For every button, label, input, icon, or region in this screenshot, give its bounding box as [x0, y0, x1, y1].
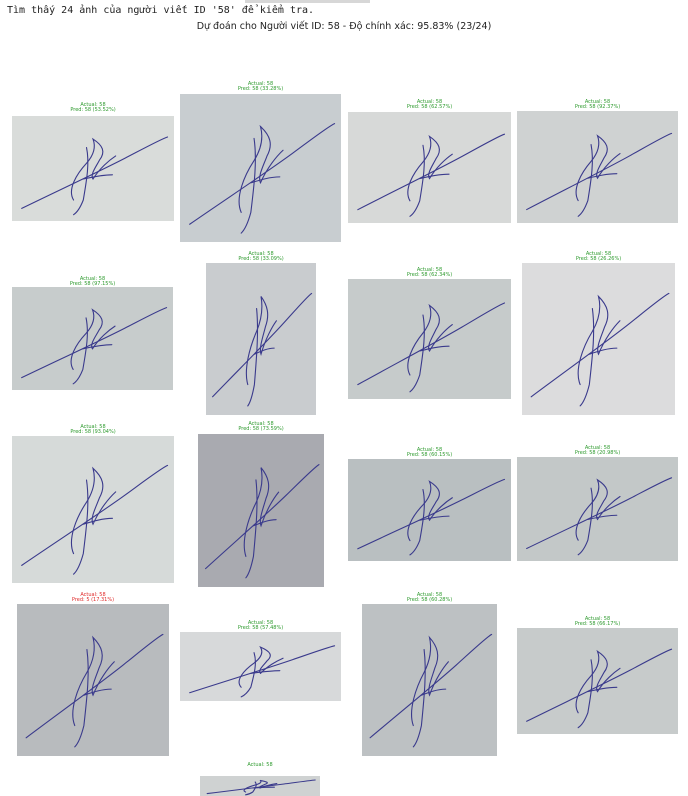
signature-stroke	[12, 287, 173, 390]
signature-stroke	[348, 459, 511, 561]
signature-image	[517, 111, 678, 223]
signature-image	[198, 434, 324, 587]
signature-cell: Actual: 58	[200, 762, 320, 796]
signature-cell: Actual: 58 Pred: 5 (17.31%)	[17, 592, 169, 756]
signature-cell: Actual: 58 Pred: 58 (33.28%)	[180, 81, 341, 242]
actual-label: Actual: 58	[584, 99, 611, 105]
actual-label: Actual: 58	[584, 445, 611, 451]
signature-stroke	[200, 776, 320, 796]
signature-stroke	[517, 111, 678, 223]
actual-label: Actual: 58	[79, 276, 106, 282]
console-output: Tìm thấy 24 ảnh của người viết ID '58' đ…	[7, 5, 315, 16]
signature-cell: Actual: 58 Pred: 58 (62.34%)	[348, 267, 511, 399]
signature-stroke	[348, 279, 511, 399]
signature-stroke	[348, 112, 511, 223]
signature-cell: Actual: 58 Pred: 58 (33.09%)	[206, 251, 316, 415]
signature-stroke	[362, 604, 497, 756]
signature-image	[12, 116, 174, 221]
signature-stroke	[12, 436, 174, 583]
signature-image	[200, 776, 320, 796]
prediction-label: Pred: 58 (97.15%)	[69, 281, 116, 287]
signature-image	[517, 628, 678, 734]
signature-cell: Actual: 58 Pred: 58 (62.57%)	[348, 99, 511, 223]
actual-label: Actual: 58	[248, 421, 274, 427]
actual-label: Actual: 58	[416, 267, 443, 273]
signature-cell: Actual: 58 Pred: 58 (53.52%)	[12, 102, 174, 221]
prediction-label: Pred: 58 (62.57%)	[406, 104, 453, 110]
signature-image	[348, 279, 511, 399]
prediction-label: Pred: 58 (33.28%)	[237, 86, 284, 92]
signature-cell: Actual: 58 Pred: 58 (73.59%)	[198, 421, 324, 587]
signature-stroke	[198, 434, 324, 587]
prediction-label: Pred: 58 (33.09%)	[238, 256, 284, 262]
actual-label: Actual: 58	[416, 592, 443, 598]
prediction-label: Pred: 58 (60.28%)	[406, 597, 453, 603]
prediction-label: Pred: 58 (92.37%)	[574, 104, 621, 110]
signature-image	[517, 457, 678, 561]
signature-stroke	[17, 604, 169, 756]
actual-label: Actual: 58	[416, 99, 443, 105]
actual-label: Actual: 58	[248, 251, 274, 257]
signature-image	[17, 604, 169, 756]
actual-label: Actual: 58	[247, 620, 274, 626]
signature-image	[180, 94, 341, 242]
signature-stroke	[517, 457, 678, 561]
signature-cell: Actual: 58 Pred: 58 (20.98%)	[517, 445, 678, 561]
actual-label: Actual: 58	[80, 592, 106, 598]
figure-title: Dự đoán cho Người viết ID: 58 - Độ chính…	[196, 21, 492, 32]
signature-image	[362, 604, 497, 756]
prediction-label: Pred: 58 (93.04%)	[70, 429, 116, 435]
prediction-label: Pred: 58 (53.52%)	[70, 107, 116, 113]
signature-cell: Actual: 58 Pred: 58 (57.48%)	[180, 620, 341, 701]
prediction-label: Pred: 5 (17.31%)	[71, 597, 115, 603]
signature-cell: Actual: 58 Pred: 58 (92.37%)	[517, 99, 678, 223]
signature-cell: Actual: 58 Pred: 58 (93.04%)	[12, 424, 174, 583]
signature-cell: Actual: 58 Pred: 58 (66.17%)	[517, 616, 678, 734]
signature-cell: Actual: 58 Pred: 58 (97.15%)	[12, 276, 173, 390]
signature-stroke	[180, 632, 341, 701]
signature-image	[180, 632, 341, 701]
prediction-label: Pred: 58 (60.15%)	[406, 452, 453, 458]
actual-label: Actual: 58	[585, 251, 612, 257]
signature-image	[348, 459, 511, 561]
actual-label: Actual: 58	[416, 447, 443, 453]
signature-stroke	[517, 628, 678, 734]
prediction-label: Pred: 58 (26.26%)	[575, 256, 622, 262]
signature-cell: Actual: 58 Pred: 58 (60.28%)	[362, 592, 497, 756]
actual-label: Actual: 58	[584, 616, 611, 622]
scroll-indicator	[245, 0, 370, 3]
prediction-label: Pred: 58 (73.59%)	[238, 426, 284, 432]
signature-cell: Actual: 58 Pred: 58 (26.26%)	[522, 251, 675, 415]
prediction-label: Pred: 58 (57.48%)	[237, 625, 284, 631]
actual-label: Actual: 58	[247, 81, 274, 87]
signature-image	[12, 287, 173, 390]
signature-image	[206, 263, 316, 415]
signature-stroke	[206, 263, 316, 415]
signature-stroke	[522, 263, 675, 415]
prediction-label: Pred: 58 (20.98%)	[574, 450, 621, 456]
signature-image	[348, 112, 511, 223]
signature-image	[12, 436, 174, 583]
actual-label: Actual: 58	[247, 762, 273, 768]
signature-stroke	[12, 116, 174, 221]
prediction-label: Pred: 58 (62.34%)	[406, 272, 453, 278]
actual-label: Actual: 58	[80, 424, 106, 430]
actual-label: Actual: 58	[80, 102, 106, 108]
prediction-label: Pred: 58 (66.17%)	[574, 621, 621, 627]
signature-stroke	[180, 94, 341, 242]
signature-cell: Actual: 58 Pred: 58 (60.15%)	[348, 447, 511, 561]
signature-image	[522, 263, 675, 415]
